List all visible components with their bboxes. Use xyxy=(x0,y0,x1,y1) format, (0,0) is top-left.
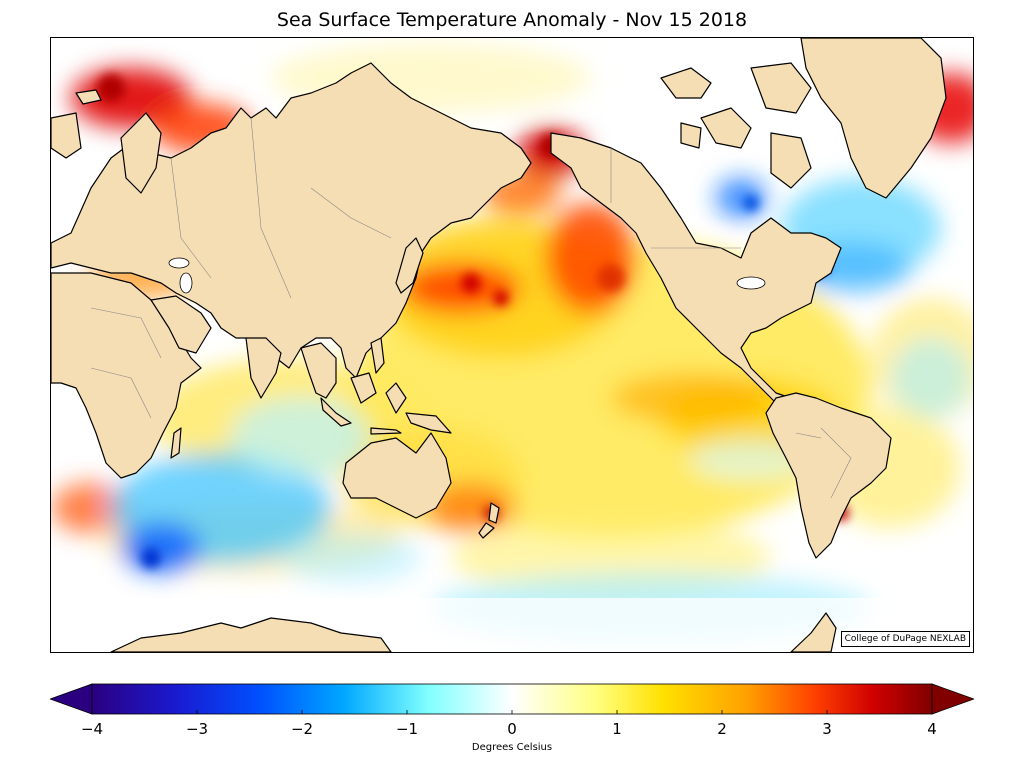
indonesia xyxy=(320,372,407,435)
iceland xyxy=(75,89,102,105)
australia xyxy=(342,432,452,519)
colorbar-tick-label: −2 xyxy=(290,720,314,738)
colorbar-tick-label: −4 xyxy=(80,720,104,738)
colorbar-tick-label: −3 xyxy=(185,720,209,738)
colorbar-ticks xyxy=(91,710,933,714)
indochina xyxy=(300,342,337,399)
colorbar-tick-label: 1 xyxy=(612,720,622,738)
colorbar-label: Degrees Celsius xyxy=(471,742,553,753)
map-canvas xyxy=(51,38,973,652)
japan xyxy=(395,237,424,294)
scandinavia xyxy=(120,112,162,194)
antarctica xyxy=(110,612,837,652)
new-guinea xyxy=(405,412,452,434)
anomaly-map: College of DuPage NEXLAB xyxy=(50,37,974,653)
colorbar-tick-label: 4 xyxy=(927,720,937,738)
arctic-islands xyxy=(660,62,812,189)
colorbar-extend-low xyxy=(50,683,93,715)
india xyxy=(245,337,282,399)
colorbar-tick-label: 3 xyxy=(822,720,832,738)
uk xyxy=(51,112,82,159)
colorbar-tick-label: 0 xyxy=(507,720,517,738)
north-america xyxy=(550,132,842,409)
colorbar-tick-label: −1 xyxy=(395,720,419,738)
inland-water xyxy=(168,257,766,294)
political-borders xyxy=(90,117,852,499)
colorbar xyxy=(50,683,974,715)
new-zealand xyxy=(478,502,500,539)
anomaly-field xyxy=(51,43,973,643)
credit-label: College of DuPage NEXLAB xyxy=(840,631,970,647)
colorbar-extend-high xyxy=(931,683,974,715)
philippines xyxy=(370,337,385,374)
greenland xyxy=(800,38,947,199)
south-america xyxy=(765,392,892,559)
madagascar xyxy=(170,427,182,459)
chart-title: Sea Surface Temperature Anomaly - Nov 15… xyxy=(276,9,748,31)
eurasia xyxy=(51,62,532,379)
arabia xyxy=(150,295,212,354)
landmasses xyxy=(51,38,947,652)
colorbar-gradient xyxy=(91,683,933,715)
colorbar-tick-label: 2 xyxy=(717,720,727,738)
